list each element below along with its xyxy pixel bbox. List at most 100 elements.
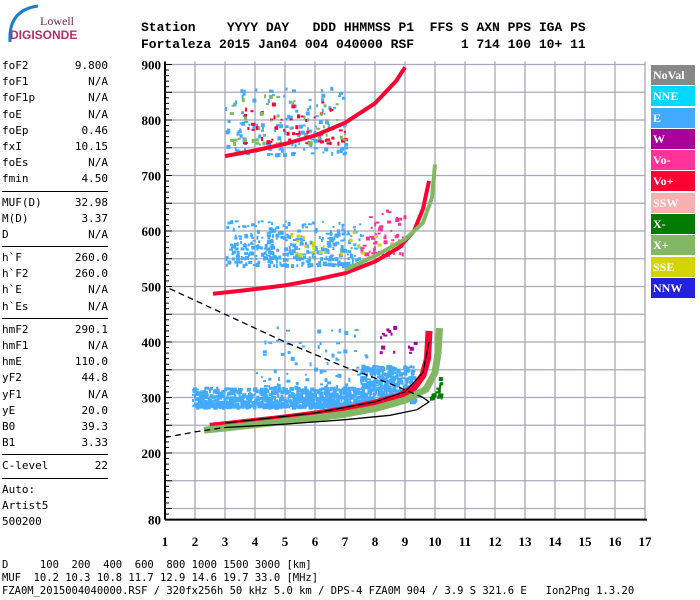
echo-point	[365, 355, 369, 359]
echo-point	[320, 405, 324, 409]
echo-point	[439, 384, 442, 389]
param-row: foE N/A	[2, 107, 108, 123]
echo-point	[260, 376, 263, 379]
echo-point	[289, 390, 292, 393]
echo-point	[334, 257, 339, 262]
echo-point	[401, 252, 404, 257]
echo-point	[312, 402, 317, 407]
echo-point	[214, 398, 219, 403]
echo-point	[392, 371, 397, 374]
echo-point	[198, 403, 202, 406]
echo-point	[300, 391, 303, 396]
x-tick-label: 4	[252, 534, 259, 549]
echo-point	[256, 235, 259, 240]
echo-point	[343, 152, 347, 156]
echo-point	[340, 135, 344, 140]
echo-point	[295, 125, 299, 130]
echo-point	[244, 148, 247, 152]
echo-point	[321, 237, 324, 241]
echo-point	[343, 237, 346, 241]
echo-point	[310, 389, 313, 392]
echo-point	[220, 401, 223, 404]
echo-point	[334, 263, 339, 266]
echo-point	[330, 86, 334, 91]
echo-point	[324, 250, 327, 254]
param-name: hmE	[2, 355, 22, 369]
echo-point	[271, 222, 274, 226]
echo-point	[283, 390, 288, 393]
echo-point	[272, 255, 277, 259]
echo-point	[234, 146, 237, 151]
echo-point	[317, 263, 322, 267]
legend-item-ssw: SSW	[651, 192, 695, 213]
echo-point	[225, 107, 228, 112]
echo-point	[395, 391, 398, 395]
echo-point	[313, 131, 317, 136]
echo-point	[318, 136, 321, 141]
echo-point	[273, 264, 276, 268]
echo-point	[354, 334, 357, 338]
autoscaling-info: 500200	[2, 514, 42, 528]
echo-point	[363, 392, 368, 395]
echo-point	[397, 389, 400, 392]
echo-point	[268, 94, 273, 99]
echo-point	[331, 108, 334, 111]
echo-point	[251, 246, 256, 250]
echo-point	[295, 109, 299, 113]
echo-point	[387, 211, 392, 214]
echo-point	[346, 253, 349, 256]
echo-point	[309, 105, 312, 110]
echo-point	[226, 225, 230, 229]
echo-point	[300, 405, 304, 408]
echo-point	[316, 104, 319, 108]
echo-point	[338, 253, 343, 258]
echo-point	[343, 396, 346, 399]
echo-point	[369, 371, 373, 376]
echo-point	[327, 381, 332, 385]
echo-point	[365, 236, 370, 241]
echo-point	[364, 379, 368, 383]
echo-point	[308, 394, 312, 397]
echo-point	[364, 372, 368, 376]
echo-point	[395, 218, 400, 223]
echo-point	[198, 401, 201, 404]
echo-point	[198, 405, 203, 409]
echo-point	[371, 235, 376, 240]
echo-point	[303, 147, 306, 151]
x-tick-label: 5	[282, 534, 289, 549]
echo-point	[396, 233, 400, 237]
x-tick-label: 6	[312, 534, 319, 549]
echo-point	[438, 393, 442, 397]
echo-point	[374, 387, 378, 391]
echo-point	[305, 260, 308, 263]
echo-point	[286, 252, 290, 255]
echo-point	[381, 394, 384, 399]
echo-point	[360, 381, 363, 386]
echo-point	[329, 107, 332, 112]
echo-point	[341, 387, 345, 391]
echo-point	[301, 261, 305, 265]
echo-point	[343, 349, 348, 354]
echo-point	[331, 353, 335, 358]
legend-item-voplus: Vo+	[651, 171, 695, 192]
echo-point	[369, 378, 372, 383]
echo-point	[404, 384, 408, 388]
echo-point	[342, 96, 346, 100]
echo-point	[351, 261, 354, 266]
echo-point	[259, 246, 263, 250]
echo-point	[276, 226, 280, 230]
echo-point	[242, 405, 245, 409]
echo-point	[225, 263, 228, 267]
echo-point	[237, 130, 242, 134]
echo-point	[208, 405, 212, 408]
echo-point	[322, 401, 326, 404]
echo-point	[280, 395, 284, 399]
trace-3f2-o-trace	[224, 66, 407, 159]
echo-point	[238, 260, 243, 264]
echo-point	[265, 254, 270, 257]
echo-point	[239, 395, 242, 400]
echo-point	[306, 127, 309, 131]
echo-point	[369, 380, 374, 384]
echo-point	[321, 98, 325, 103]
param-row: foF1 N/A	[2, 74, 108, 90]
